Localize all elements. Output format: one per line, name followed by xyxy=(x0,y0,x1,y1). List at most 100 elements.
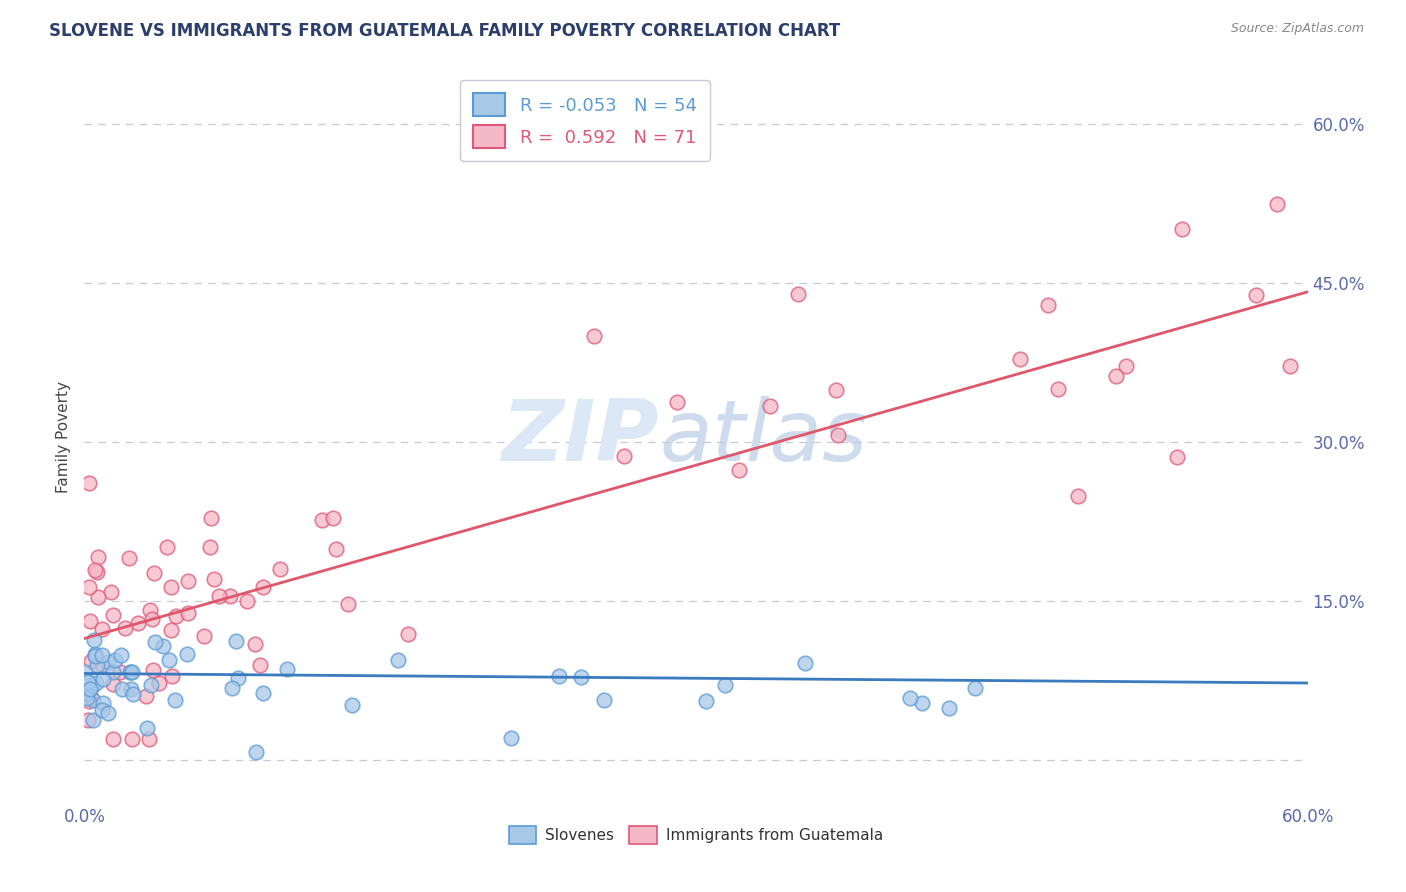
Point xyxy=(97,655,120,669)
Point xyxy=(1246,288,1268,302)
Point xyxy=(204,572,226,586)
Point xyxy=(120,682,142,697)
Point xyxy=(252,580,274,594)
Point xyxy=(218,589,240,603)
Point xyxy=(176,647,198,661)
Point xyxy=(76,686,98,700)
Point xyxy=(87,550,110,565)
Point xyxy=(79,689,101,703)
Point xyxy=(1010,352,1032,367)
Point xyxy=(236,594,259,608)
Point xyxy=(83,563,105,577)
Point xyxy=(135,689,157,703)
Point xyxy=(827,428,849,442)
Point xyxy=(142,664,165,678)
Point xyxy=(76,691,98,706)
Point xyxy=(141,678,163,692)
Point xyxy=(91,703,114,717)
Point xyxy=(221,681,243,696)
Point xyxy=(569,670,592,684)
Point xyxy=(101,732,124,747)
Point xyxy=(143,635,166,649)
Point xyxy=(793,656,815,670)
Point xyxy=(1265,197,1288,211)
Point xyxy=(91,622,114,636)
Point xyxy=(322,511,344,525)
Point xyxy=(665,394,688,409)
Point xyxy=(165,693,187,707)
Point xyxy=(156,540,179,554)
Point xyxy=(200,540,222,554)
Point xyxy=(101,607,124,622)
Point xyxy=(86,657,108,672)
Point xyxy=(911,697,934,711)
Point xyxy=(76,714,98,728)
Point xyxy=(120,665,142,680)
Point xyxy=(200,510,222,524)
Point xyxy=(208,589,231,603)
Point xyxy=(86,590,108,604)
Point xyxy=(136,721,159,735)
Point xyxy=(325,541,347,556)
Point xyxy=(82,693,104,707)
Point xyxy=(86,565,108,579)
Point xyxy=(104,653,127,667)
Point xyxy=(127,616,149,631)
Point xyxy=(193,629,215,643)
Legend: Slovenes, Immigrants from Guatemala: Slovenes, Immigrants from Guatemala xyxy=(502,820,890,850)
Point xyxy=(100,585,122,599)
Point xyxy=(245,745,267,759)
Point xyxy=(83,633,105,648)
Point xyxy=(160,669,183,683)
Point xyxy=(80,679,103,693)
Point xyxy=(269,561,291,575)
Point xyxy=(176,574,198,589)
Point xyxy=(148,676,170,690)
Point xyxy=(759,400,782,414)
Point xyxy=(114,621,136,635)
Text: Source: ZipAtlas.com: Source: ZipAtlas.com xyxy=(1230,22,1364,36)
Point xyxy=(1036,298,1059,312)
Point xyxy=(121,687,143,701)
Point xyxy=(75,665,97,680)
Point xyxy=(613,449,636,463)
Point xyxy=(166,608,188,623)
Point xyxy=(152,639,174,653)
Point xyxy=(1279,359,1302,373)
Point xyxy=(225,634,247,648)
Point xyxy=(938,701,960,715)
Point xyxy=(245,637,267,651)
Point xyxy=(396,626,419,640)
Point xyxy=(387,653,409,667)
Point xyxy=(160,580,183,594)
Point xyxy=(91,672,114,686)
Point xyxy=(311,513,333,527)
Point xyxy=(138,732,160,747)
Point xyxy=(77,580,100,594)
Point xyxy=(141,612,163,626)
Point xyxy=(139,602,162,616)
Point xyxy=(157,653,180,667)
Point xyxy=(226,671,249,685)
Point xyxy=(337,597,360,611)
Point xyxy=(83,649,105,664)
Point xyxy=(80,654,103,668)
Point xyxy=(583,329,606,343)
Point xyxy=(79,614,101,628)
Point xyxy=(83,647,105,661)
Point xyxy=(499,731,522,745)
Point xyxy=(548,669,571,683)
Point xyxy=(97,706,120,720)
Point xyxy=(111,682,134,697)
Point xyxy=(120,665,142,679)
Point xyxy=(728,463,751,477)
Point xyxy=(79,694,101,708)
Point xyxy=(252,686,274,700)
Point xyxy=(898,691,921,706)
Point xyxy=(593,693,616,707)
Point xyxy=(90,657,112,672)
Point xyxy=(79,681,101,696)
Point xyxy=(1105,369,1128,384)
Point xyxy=(143,566,166,581)
Point xyxy=(1170,222,1192,236)
